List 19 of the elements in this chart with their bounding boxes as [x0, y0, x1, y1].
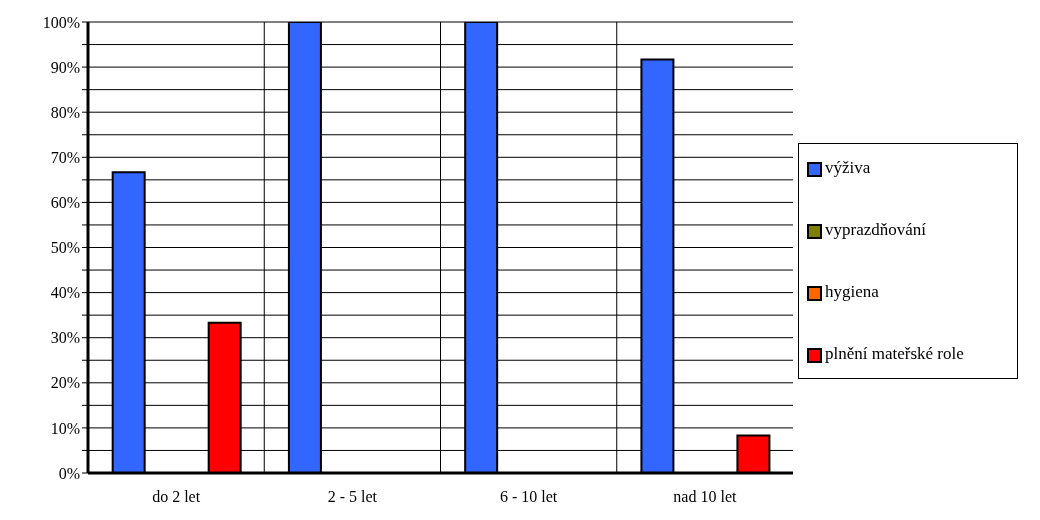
y-tick-label: 30% — [50, 329, 80, 347]
y-tick-label: 70% — [50, 148, 80, 166]
legend-label: vyprazdňování — [825, 219, 927, 240]
legend-label: výživa — [825, 157, 871, 178]
y-tick-label: 50% — [50, 239, 80, 257]
y-tick-label: 100% — [42, 13, 80, 31]
y-tick-label: 0% — [58, 464, 80, 482]
y-tick-label: 20% — [50, 374, 80, 392]
x-tick-label: do 2 let — [152, 488, 201, 506]
x-tick-label: nad 10 let — [673, 488, 737, 506]
legend-label: plnění mateřské role — [825, 343, 964, 364]
x-tick-label: 2 - 5 let — [327, 488, 378, 506]
y-tick-label: 60% — [50, 194, 80, 212]
y-tick-label: 80% — [50, 103, 80, 121]
x-tick-label: 6 - 10 let — [499, 488, 558, 506]
y-tick-label: 10% — [50, 419, 80, 437]
y-tick-label: 90% — [50, 58, 80, 76]
y-tick-label: 40% — [50, 284, 80, 302]
legend-label: hygiena — [825, 281, 879, 302]
